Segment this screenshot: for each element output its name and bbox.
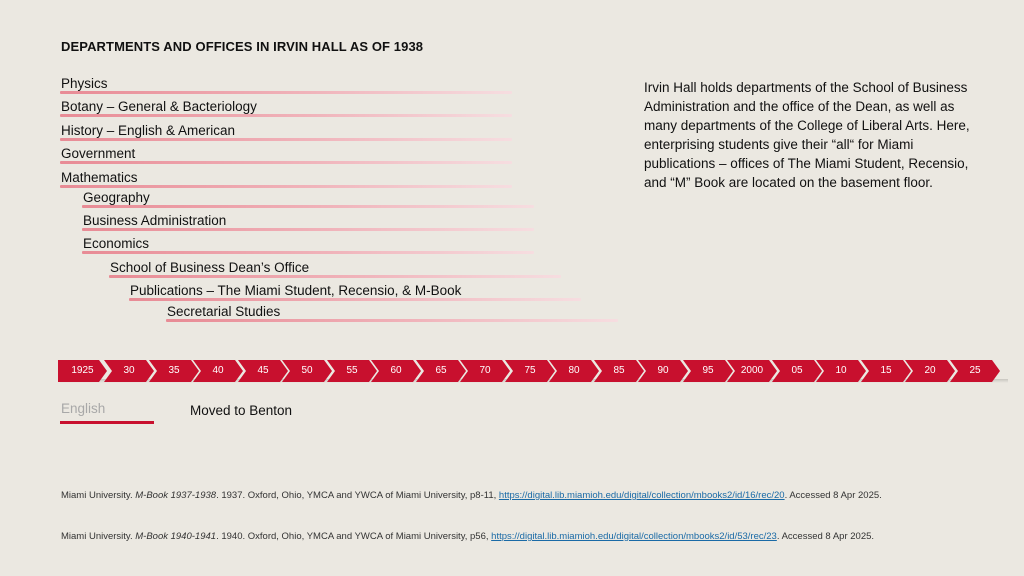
timeline-tick-2005: 05 xyxy=(772,360,822,382)
dept-bar-secretarial-studies xyxy=(166,319,618,322)
dept-label-history: History – English & American xyxy=(61,123,236,138)
timeline-tick-1965: 65 xyxy=(416,360,466,382)
dept-bar-government xyxy=(60,161,512,164)
timeline: 1925 30 35 40 45 50 55 60 65 70 75 80 85… xyxy=(58,360,1008,382)
dept-bar-economics xyxy=(82,251,534,254)
page-title: DEPARTMENTS AND OFFICES IN IRVIN HALL AS… xyxy=(61,39,424,54)
description-text: Irvin Hall holds departments of the Scho… xyxy=(644,80,970,190)
timeline-tick-1925: 1925 xyxy=(58,360,107,382)
timeline-tick-1945: 45 xyxy=(238,360,288,382)
citation-middle: . 1937. Oxford, Ohio, YMCA and YWCA of M… xyxy=(216,490,499,501)
timeline-tick-1930: 30 xyxy=(104,360,154,382)
dept-label-mathematics: Mathematics xyxy=(61,170,138,185)
dept-label-deans-office: School of Business Dean’s Office xyxy=(110,260,310,275)
dept-label-physics: Physics xyxy=(61,76,108,91)
legend-english-bar xyxy=(60,421,154,424)
dept-bar-business-administration xyxy=(82,228,534,231)
timeline-tick-1935: 35 xyxy=(149,360,199,382)
timeline-tick-1985: 85 xyxy=(594,360,644,382)
legend-english-label: English xyxy=(61,401,106,416)
dept-label-publications: Publications – The Miami Student, Recens… xyxy=(130,283,462,298)
dept-bar-mathematics xyxy=(60,185,512,188)
timeline-tick-1955: 55 xyxy=(327,360,377,382)
timeline-tick-1970: 70 xyxy=(460,360,510,382)
timeline-tick-2010: 10 xyxy=(816,360,866,382)
citation-suffix: . Accessed 8 Apr 2025. xyxy=(776,531,875,542)
citation-link[interactable]: https://digital.lib.miamioh.edu/digital/… xyxy=(498,490,785,501)
dept-label-economics: Economics xyxy=(83,236,150,251)
citation-middle: . 1940. Oxford, Ohio, YMCA and YWCA of M… xyxy=(216,531,492,542)
timeline-tick-1975: 75 xyxy=(505,360,555,382)
citation-prefix: Miami University. xyxy=(61,531,136,542)
dept-label-secretarial-studies: Secretarial Studies xyxy=(167,304,281,319)
citation-1: Miami University. M-Book 1937-1938. 1937… xyxy=(61,489,981,502)
timeline-tick-2020: 20 xyxy=(905,360,955,382)
timeline-tick-2015: 15 xyxy=(861,360,911,382)
dept-label-geography: Geography xyxy=(83,190,150,205)
dept-bar-physics xyxy=(60,91,512,94)
citation-suffix: . Accessed 8 Apr 2025. xyxy=(784,490,882,501)
citation-title: M-Book 1940-1941 xyxy=(135,531,217,542)
dept-bar-botany xyxy=(60,114,512,117)
timeline-tick-1960: 60 xyxy=(371,360,421,382)
dept-bar-history xyxy=(60,138,512,141)
legend-moved-label: Moved to Benton xyxy=(190,403,293,418)
dept-bar-publications xyxy=(129,298,581,301)
timeline-tick-2000: 2000 xyxy=(727,360,777,382)
dept-bar-deans-office xyxy=(109,275,561,278)
timeline-tick-1980: 80 xyxy=(549,360,599,382)
timeline-tick-1950: 50 xyxy=(282,360,332,382)
citation-link[interactable]: https://digital.lib.miamioh.edu/digital/… xyxy=(491,531,777,542)
timeline-tick-1995: 95 xyxy=(683,360,733,382)
dept-label-botany: Botany – General & Bacteriology xyxy=(61,99,257,114)
timeline-tick-1940: 40 xyxy=(193,360,243,382)
citation-prefix: Miami University. xyxy=(61,490,136,501)
timeline-tick-2025: 25 xyxy=(950,360,1000,382)
dept-label-government: Government xyxy=(61,146,136,161)
dept-bar-geography xyxy=(82,205,534,208)
dept-label-business-administration: Business Administration xyxy=(83,213,227,228)
timeline-tick-1990: 90 xyxy=(638,360,688,382)
citation-2: Miami University. M-Book 1940-1941. 1940… xyxy=(61,530,981,543)
citation-title: M-Book 1937-1938 xyxy=(135,490,217,501)
